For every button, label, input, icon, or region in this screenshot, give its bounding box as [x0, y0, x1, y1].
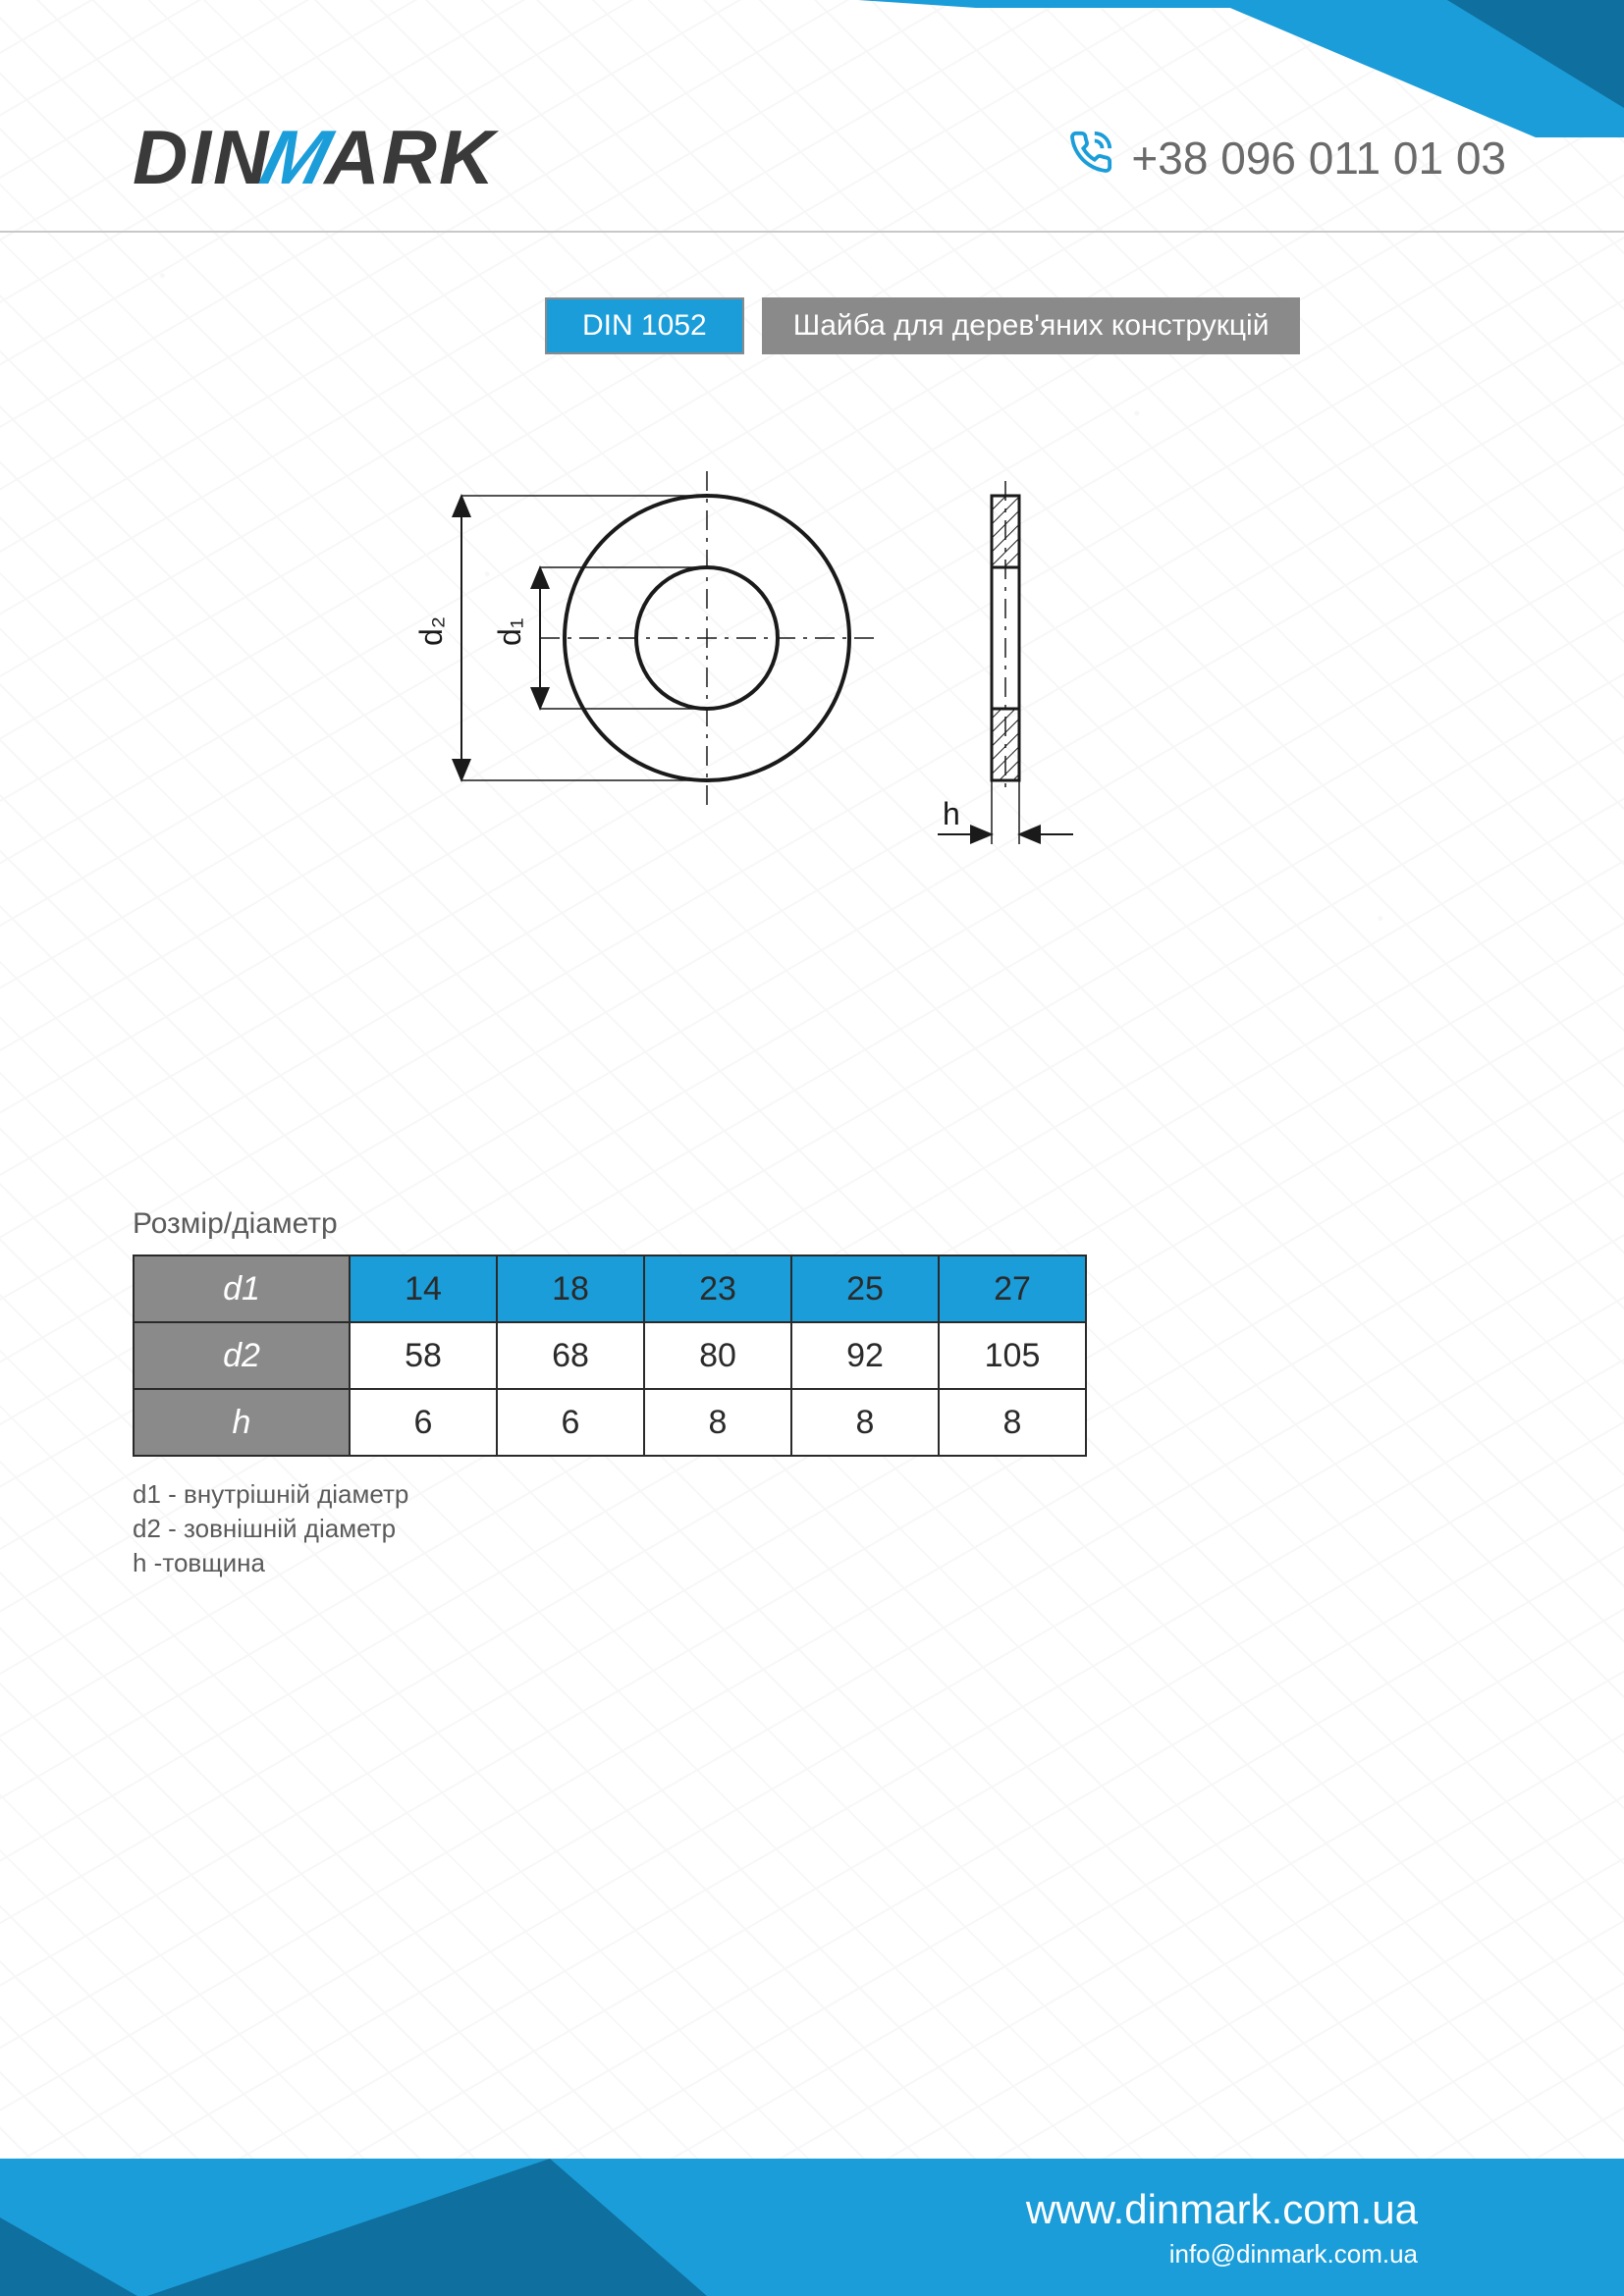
cell: 8	[791, 1389, 939, 1456]
row-label-d1: d1	[134, 1255, 350, 1322]
row-label-h: h	[134, 1389, 350, 1456]
phone-icon	[1068, 130, 1113, 186]
table-row: d1 14 18 23 25 27	[134, 1255, 1086, 1322]
cell: 14	[350, 1255, 497, 1322]
dim-label-h: h	[943, 796, 960, 831]
legend-line: h -товщина	[133, 1546, 408, 1580]
washer-diagram: d₂ d₁ h	[393, 422, 1139, 883]
bottom-corner-decor	[0, 2100, 707, 2296]
cell: 18	[497, 1255, 644, 1322]
logo-text-pre: DIN	[133, 113, 270, 202]
cell: 105	[939, 1322, 1086, 1389]
footer-url: www.dinmark.com.ua	[1026, 2186, 1418, 2233]
header: DINMARK +38 096 011 01 03	[133, 113, 1506, 202]
footer-email: info@dinmark.com.ua	[1169, 2239, 1418, 2269]
table-row: h 6 6 8 8 8	[134, 1389, 1086, 1456]
title-row: DIN 1052 Шайба для дерев'яних конструкці…	[545, 297, 1300, 354]
legend-line: d2 - зовнішній діаметр	[133, 1512, 408, 1546]
cell: 23	[644, 1255, 791, 1322]
cell: 58	[350, 1322, 497, 1389]
cell: 8	[644, 1389, 791, 1456]
phone-block: +38 096 011 01 03	[1068, 130, 1506, 186]
standard-badge: DIN 1052	[545, 297, 744, 354]
legend-line: d1 - внутрішній діаметр	[133, 1477, 408, 1512]
dim-label-d2: d₂	[413, 616, 449, 646]
table-legend: d1 - внутрішній діаметр d2 - зовнішній д…	[133, 1477, 408, 1580]
phone-number: +38 096 011 01 03	[1131, 132, 1506, 185]
table-title: Розмір/діаметр	[133, 1207, 338, 1241]
cell: 80	[644, 1322, 791, 1389]
product-description: Шайба для дерев'яних конструкцій	[762, 297, 1301, 354]
dim-label-d1: d₁	[492, 617, 527, 646]
cell: 27	[939, 1255, 1086, 1322]
logo-text-post: ARK	[324, 113, 496, 202]
row-label-d2: d2	[134, 1322, 350, 1389]
brand-logo: DINMARK	[133, 113, 496, 202]
cell: 25	[791, 1255, 939, 1322]
spec-table: d1 14 18 23 25 27 d2 58 68 80 92 105 h 6…	[133, 1255, 1087, 1457]
cell: 92	[791, 1322, 939, 1389]
cell: 6	[497, 1389, 644, 1456]
header-divider	[0, 231, 1624, 233]
cell: 6	[350, 1389, 497, 1456]
cell: 8	[939, 1389, 1086, 1456]
table-row: d2 58 68 80 92 105	[134, 1322, 1086, 1389]
cell: 68	[497, 1322, 644, 1389]
